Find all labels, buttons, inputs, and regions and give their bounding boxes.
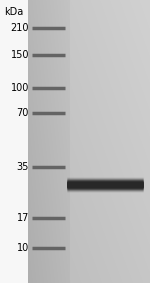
Text: 100: 100	[11, 83, 29, 93]
Text: 210: 210	[11, 23, 29, 33]
Text: 10: 10	[17, 243, 29, 253]
Text: 35: 35	[17, 162, 29, 172]
Text: 17: 17	[17, 213, 29, 223]
Text: 150: 150	[11, 50, 29, 60]
Text: 70: 70	[17, 108, 29, 118]
Text: kDa: kDa	[4, 7, 23, 17]
